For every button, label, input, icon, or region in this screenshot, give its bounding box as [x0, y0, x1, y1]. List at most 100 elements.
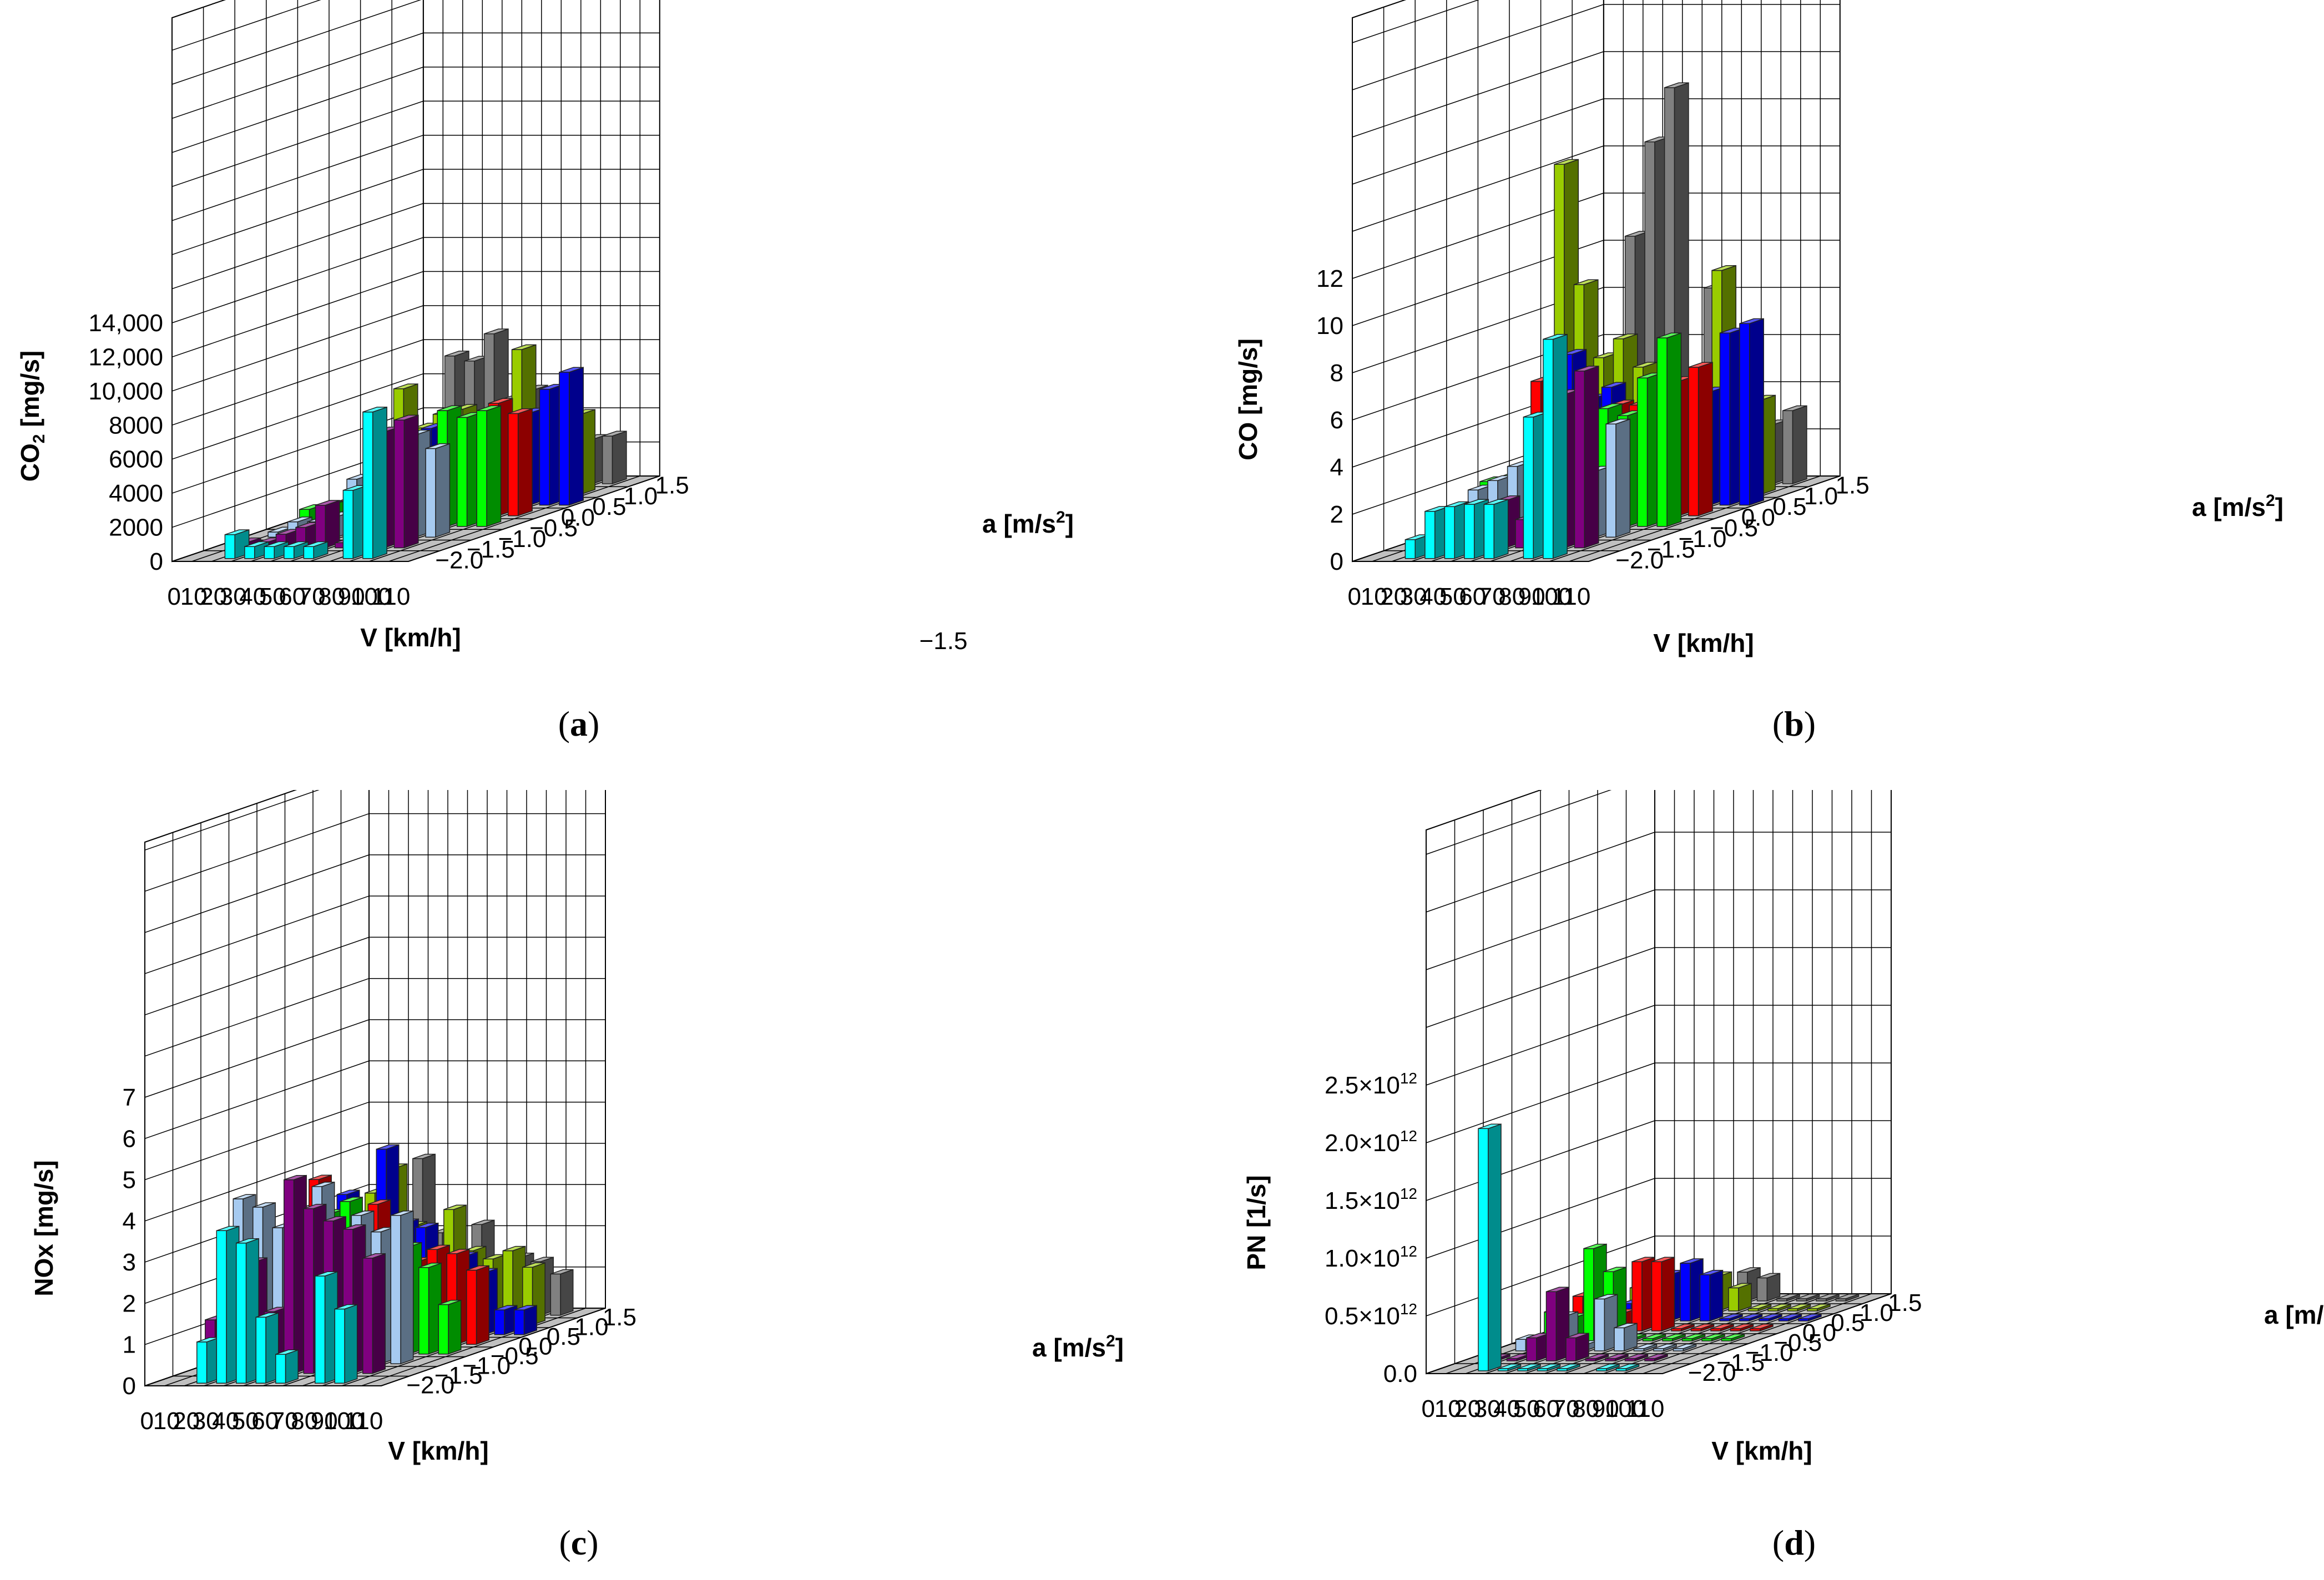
- bar-front: [224, 534, 235, 559]
- bar-front: [1651, 1261, 1663, 1331]
- bar-top: [1498, 1364, 1521, 1369]
- depth-tick-label: −2.0: [1615, 546, 1664, 574]
- bar-top: [1583, 1243, 1607, 1249]
- bar-top: [1776, 1294, 1800, 1299]
- x-tick-label: 10: [1434, 1395, 1462, 1422]
- bar-top: [1664, 82, 1689, 88]
- x-tick-label: 100: [1531, 583, 1572, 610]
- y-tick-label: 1.5×1012: [1325, 1185, 1417, 1214]
- bar-top: [1782, 405, 1807, 411]
- bar-front: [275, 1354, 286, 1384]
- bar-side: [1749, 318, 1764, 506]
- bar-top: [412, 1153, 436, 1159]
- bar-front: [303, 546, 314, 559]
- bar-side: [435, 443, 451, 538]
- bar-50-−2.0: [255, 1312, 279, 1384]
- bar-top: [376, 1144, 399, 1150]
- y-tick-label: 1.0×1012: [1325, 1243, 1417, 1272]
- depth-tick-label: −1.5: [1716, 1349, 1765, 1376]
- bar-top: [1554, 159, 1579, 165]
- bar-40-−2.0: [1517, 1363, 1541, 1372]
- chart-a-svg: 0200040006000800010,00012,00014,00001020…: [16, 0, 1074, 655]
- bar-side: [1709, 1269, 1724, 1322]
- bar-top: [1739, 1314, 1762, 1319]
- y-tick-label: 1: [123, 1331, 136, 1359]
- bar-90-−1.0: [1605, 418, 1631, 538]
- depth-tick-label: −0.5: [529, 515, 578, 542]
- depth-tick-label: −0.5: [1710, 515, 1758, 542]
- bar-side: [517, 408, 533, 516]
- bar-50-−2.0: [1537, 1363, 1561, 1372]
- bar-top: [1557, 1364, 1580, 1369]
- x-tick-label: 100: [1605, 1395, 1645, 1422]
- bar-80-1.5: [1796, 1293, 1820, 1302]
- bar-front: [1631, 1261, 1643, 1331]
- bar-top: [1807, 1304, 1831, 1309]
- bar-top: [1796, 1294, 1820, 1299]
- bar-front: [1756, 1277, 1768, 1302]
- x-tick-label: 40: [239, 583, 266, 610]
- bar-80-1.0: [1767, 1303, 1791, 1312]
- bar-top: [233, 1194, 256, 1199]
- x-tick-label: 90: [338, 583, 365, 610]
- wall-grid-line: [144, 1060, 605, 1140]
- bar-70-1.5: [1776, 1293, 1800, 1302]
- bar-50-−1.5: [315, 499, 340, 549]
- bar-top: [284, 1174, 307, 1181]
- bar-70-−1.0: [1633, 1343, 1658, 1352]
- bar-top: [1798, 1314, 1822, 1319]
- bar-top: [315, 1271, 338, 1277]
- bar-top: [275, 1349, 299, 1355]
- bar-front: [1574, 370, 1585, 549]
- bar-front: [539, 388, 550, 506]
- bar-top: [1653, 1344, 1677, 1349]
- bar-top: [508, 408, 533, 414]
- bar-front: [390, 1215, 401, 1364]
- chart-b-svg: 0246810120102030405060708090100110−2.0−1…: [1234, 0, 2283, 657]
- x-tick-label: 50: [1513, 1395, 1540, 1422]
- bar-top: [1517, 1364, 1541, 1369]
- bar-side: [1488, 1123, 1502, 1372]
- bar-front: [393, 419, 405, 549]
- bar-top: [443, 1204, 467, 1210]
- bar-top: [1634, 1344, 1657, 1349]
- wall-grid-line: [144, 1101, 605, 1181]
- bar-top: [1643, 1334, 1666, 1339]
- bar-top: [315, 500, 340, 506]
- bar-90-0.0: [1730, 1323, 1754, 1332]
- wall-grid-line: [171, 305, 660, 392]
- bar-side: [285, 1349, 299, 1384]
- bar-top: [1656, 332, 1681, 338]
- bar-top: [437, 405, 462, 411]
- bar-60-−2.0: [275, 1349, 299, 1384]
- bar-top: [447, 1249, 469, 1254]
- depth-tick-label: 0.5: [1772, 493, 1806, 520]
- bar-top: [472, 1219, 494, 1225]
- x-axis-label: V [km/h]: [1711, 1436, 1812, 1465]
- x-tick-label: 0: [1348, 583, 1361, 610]
- chart-panel-b: 0 2 4 6 8 10 12 0 10 20 30 40 50 60 70 80 90 100 110 −2.0 −1…: [1162, 0, 2324, 727]
- y-tick-label: 10: [1316, 312, 1343, 340]
- bar-top: [393, 383, 418, 389]
- bar-top: [1816, 1294, 1840, 1299]
- x-tick-label: 80: [291, 1407, 318, 1435]
- bar-top: [512, 344, 537, 350]
- bar-top: [225, 529, 249, 535]
- bar-side: [1584, 365, 1599, 549]
- bar-front: [1656, 337, 1668, 527]
- y-tick-label: 0: [1330, 548, 1343, 575]
- bar-40-−1.5: [1545, 1287, 1570, 1362]
- bar-front: [334, 1308, 345, 1384]
- bar-top: [1759, 1314, 1782, 1319]
- bar-60-1.5: [1756, 1273, 1781, 1302]
- bar-60-0.0: [1671, 1323, 1695, 1332]
- depth-tick-label: 1.5: [1888, 1289, 1922, 1316]
- bar-front: [1614, 1327, 1625, 1351]
- x-tick-label: 70: [1479, 583, 1506, 610]
- depth-tick-label: −2.0: [1688, 1359, 1736, 1386]
- y-tick-label: 0: [150, 548, 163, 575]
- bar-front: [418, 1267, 430, 1355]
- bar-top: [488, 398, 513, 404]
- depth-tick-label: −1.0: [1679, 525, 1727, 553]
- depth-tick-label: −1.0: [498, 525, 547, 553]
